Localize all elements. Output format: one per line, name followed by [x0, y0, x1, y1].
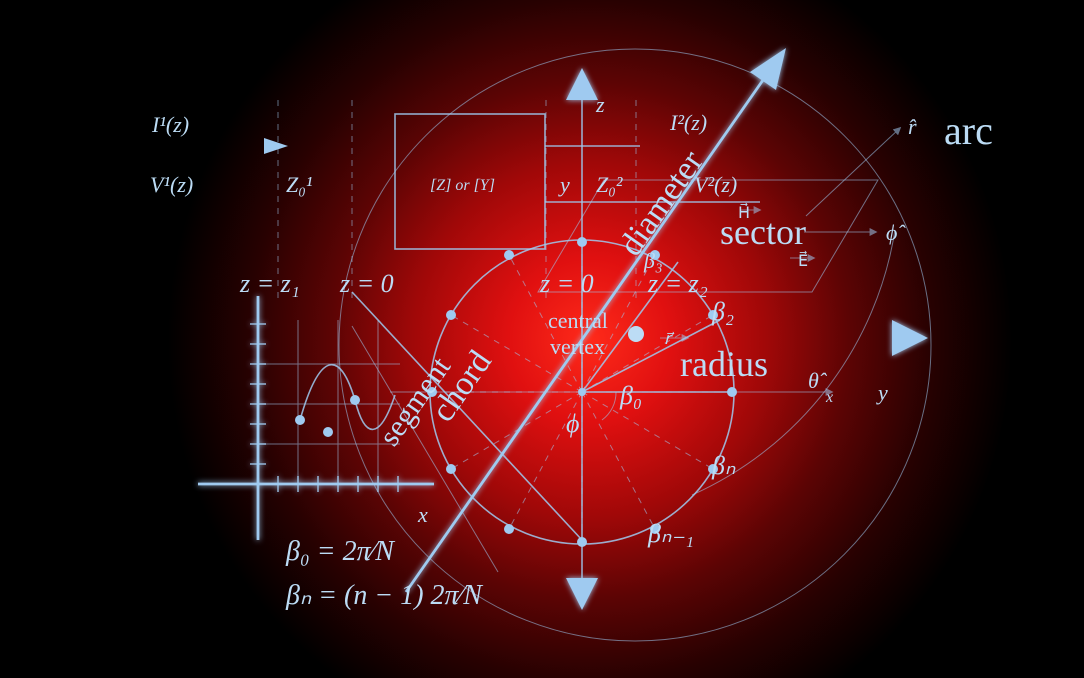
label-sector: sector — [720, 212, 806, 252]
label-x2: x — [825, 389, 833, 406]
label-betaNm1: βₙ₋₁ — [647, 519, 694, 548]
label-beta2: β₂ — [711, 297, 734, 326]
diameter-arrow-tri — [750, 48, 786, 90]
vert-axis-down-tri — [566, 578, 598, 610]
label-V1z: V¹(z) — [150, 172, 193, 197]
mini-axes-ticks — [250, 324, 398, 492]
label-central: central — [548, 308, 608, 333]
label-I1z: I¹(z) — [151, 112, 189, 137]
label-thetahat: θ̂ — [808, 368, 828, 393]
diagram-stage: I¹(z) V¹(z) Z₀¹ [Z] or [Y] y Z₀² I²(z) V… — [0, 0, 1084, 678]
label-I2z: I²(z) — [669, 110, 707, 135]
wiggle-dot-1 — [295, 415, 305, 425]
vert-axis-up-tri — [566, 68, 598, 100]
radius-arrow-tri — [892, 320, 928, 356]
phi-arc — [602, 392, 616, 420]
rhat-arrow — [806, 128, 900, 216]
label-z-eq-0b: z = 0 — [539, 269, 594, 298]
label-rhat: r̂ — [908, 114, 917, 139]
label-x: x — [417, 502, 428, 527]
label-phi: ϕ — [566, 409, 579, 438]
formula-betan: βₙ = (n − 1) 2π⁄N — [285, 580, 483, 611]
top-line-arrow — [264, 138, 288, 154]
label-vertex: vertex — [550, 334, 605, 359]
label-z-eq-z2: z = z₂ — [647, 269, 708, 298]
label-ZorY: [Z] or [Y] — [430, 177, 495, 194]
label-z: z — [595, 92, 605, 117]
mini-axes-grid — [258, 320, 400, 484]
label-beta3: β₃ — [643, 248, 663, 273]
label-Z02: Z₀² — [596, 172, 623, 197]
label-beta0: β₀ — [619, 381, 642, 410]
label-rvec: r⃗ — [664, 331, 675, 348]
label-betaN: βₙ — [711, 451, 736, 480]
outer-circle — [339, 49, 931, 641]
central-vertex-dot — [628, 326, 644, 342]
formula-beta0: β₀ = 2π⁄N — [285, 536, 395, 567]
label-Evec: E⃗ — [798, 250, 808, 270]
label-radius: radius — [680, 344, 768, 384]
label-diameter: diameter — [612, 143, 711, 262]
label-phihat: ϕ̂ — [886, 220, 906, 245]
wiggle-dot-3 — [323, 427, 333, 437]
label-Hvec: H⃗ — [738, 202, 750, 222]
label-Z01: Z₀¹ — [286, 172, 312, 197]
label-z-eq-0a: z = 0 — [339, 269, 394, 298]
label-y: y — [876, 380, 888, 405]
inner-center-dot — [578, 388, 586, 396]
label-z-eq-z1: z = z₁ — [239, 269, 300, 298]
diagram-svg: I¹(z) V¹(z) Z₀¹ [Z] or [Y] y Z₀² I²(z) V… — [0, 0, 1084, 678]
wiggle-dot-2 — [350, 395, 360, 405]
label-yb: y — [558, 172, 570, 197]
label-arc: arc — [944, 108, 993, 153]
